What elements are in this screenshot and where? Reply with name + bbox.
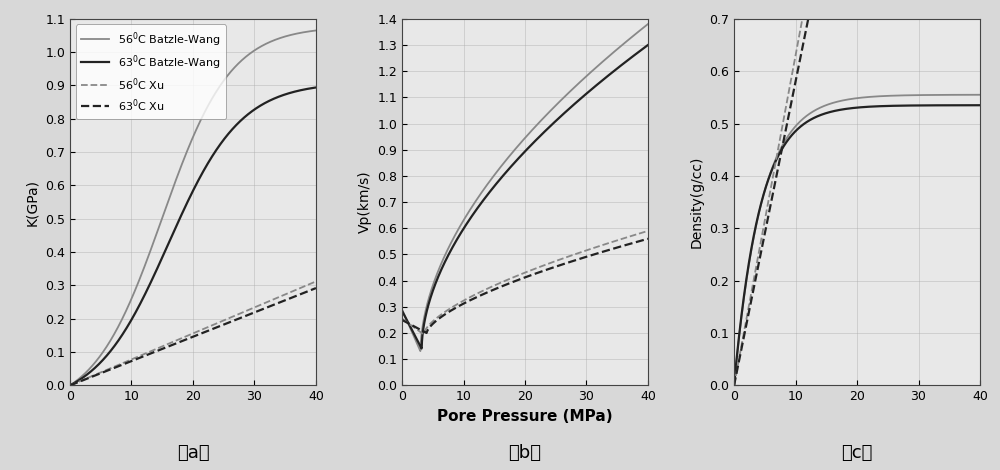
Y-axis label: Vp(km/s): Vp(km/s) [358,171,372,234]
Y-axis label: K(GPa): K(GPa) [26,179,40,226]
Text: （b）: （b） [508,444,541,462]
X-axis label: Pore Pressure (MPa): Pore Pressure (MPa) [437,409,613,424]
Legend: 56$^0$C Batzle-Wang, 63$^0$C Batzle-Wang, 56$^0$C Xu, 63$^0$C Xu: 56$^0$C Batzle-Wang, 63$^0$C Batzle-Wang… [76,24,226,119]
Text: （c）: （c） [841,444,873,462]
Text: （a）: （a） [177,444,209,462]
Y-axis label: Density(g/cc): Density(g/cc) [690,156,704,248]
